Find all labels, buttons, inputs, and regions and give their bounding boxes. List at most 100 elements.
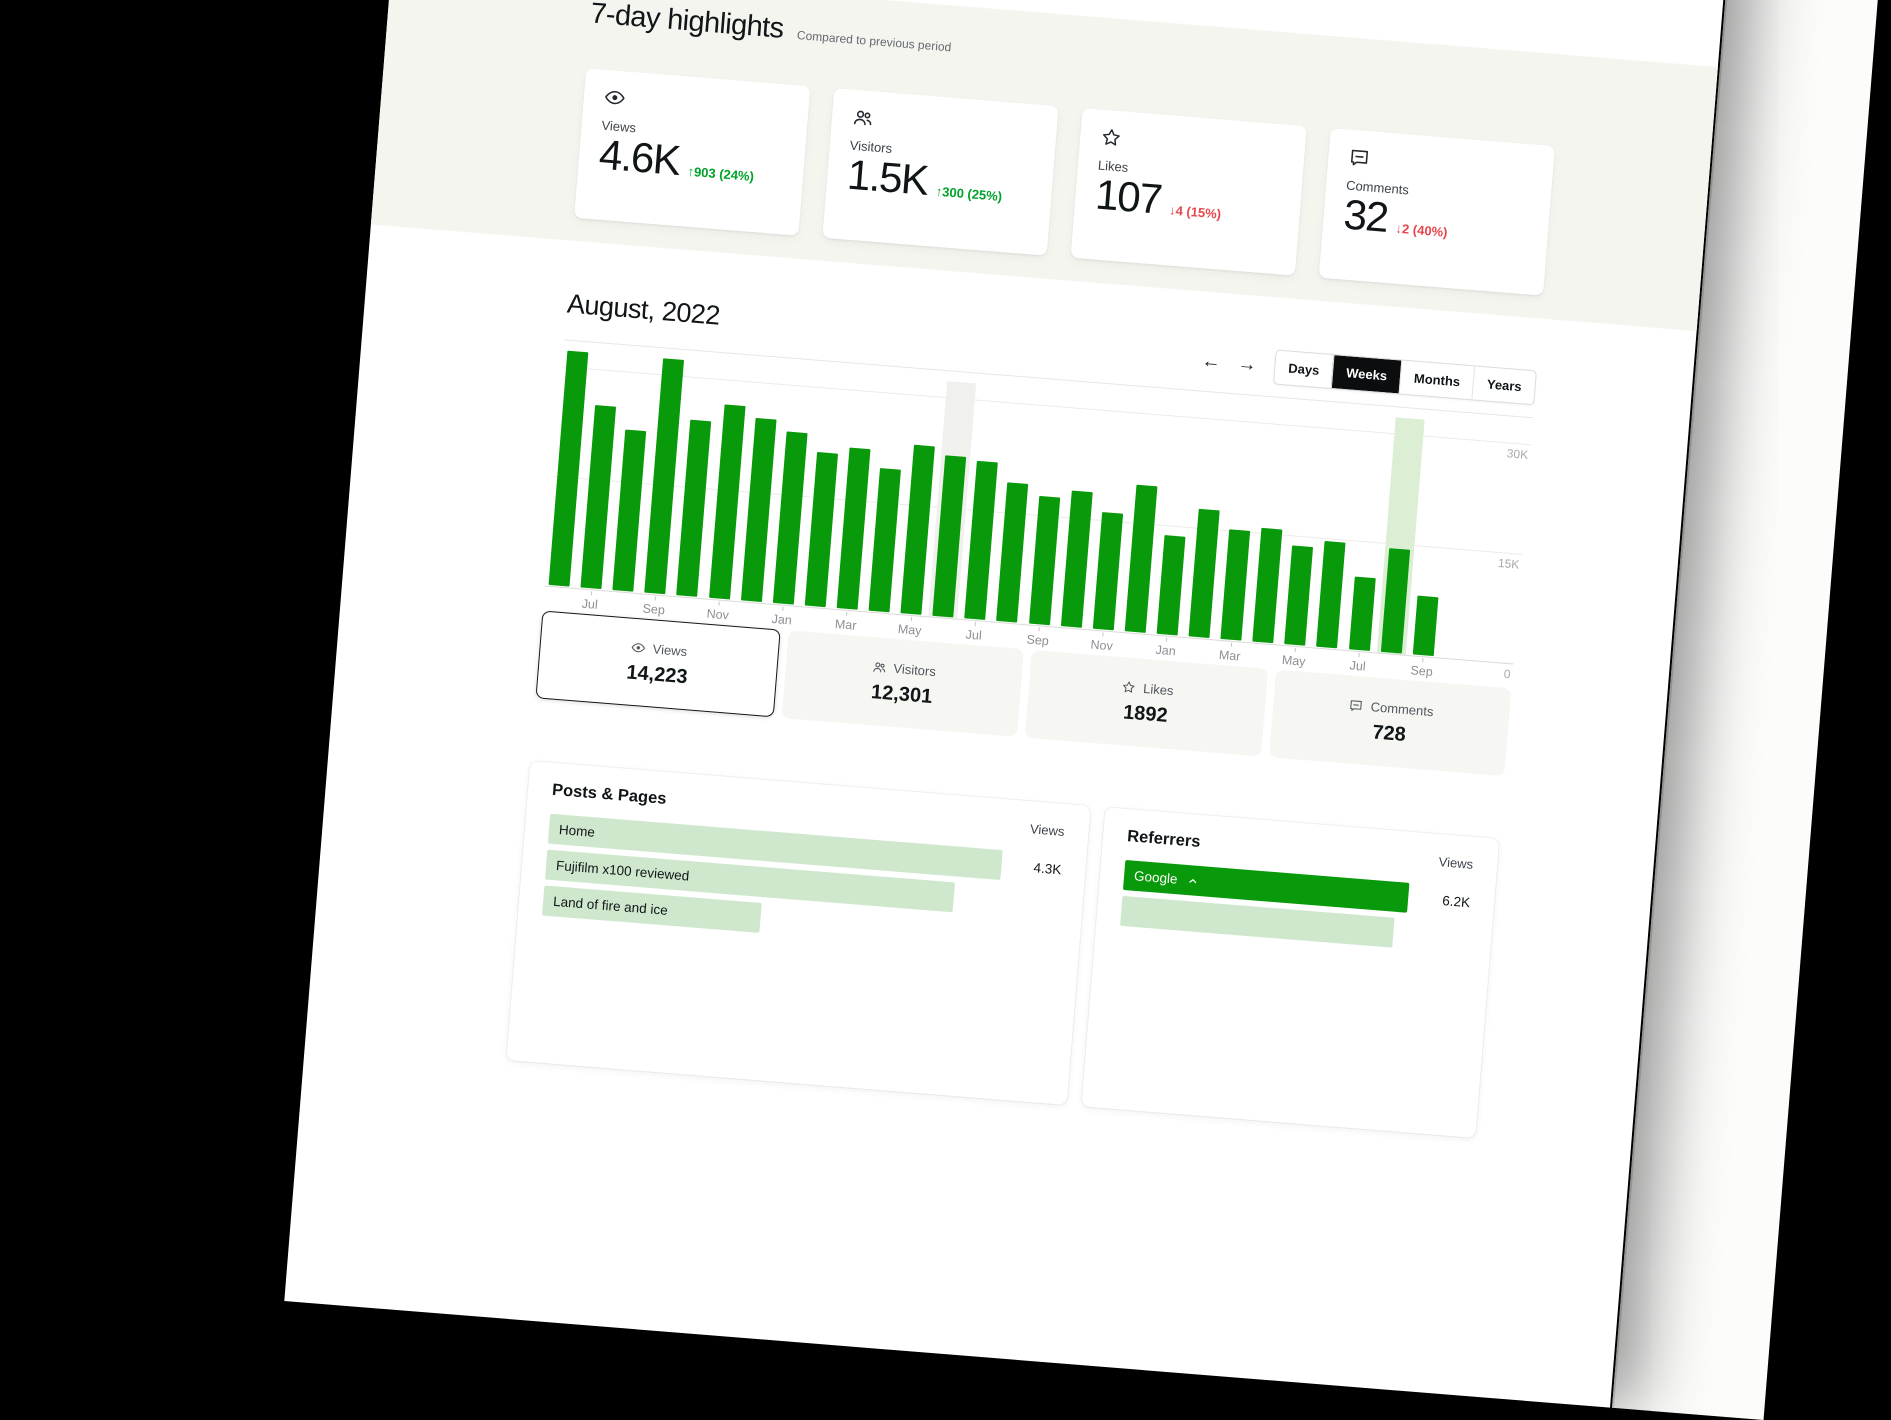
people-icon (871, 659, 887, 675)
chart-bar-14[interactable] (996, 482, 1029, 623)
summary-tab-value: 14,223 (625, 660, 689, 688)
highlights-title: 7-day highlights (589, 0, 785, 45)
chart-bar-16[interactable] (1060, 490, 1093, 628)
x-axis-label: Sep (1026, 632, 1050, 649)
chart-bar-3[interactable] (644, 358, 685, 595)
x-axis-label: Sep (1409, 663, 1434, 680)
card-value: 32 (1341, 190, 1390, 241)
card-delta: ↑300 (25%) (935, 183, 1003, 204)
dashboard-content: 7-day highlights Compared to previous pe… (497, 0, 1570, 1256)
highlight-card-comments: Comments 32 ↓2 (40%) (1318, 128, 1555, 296)
summary-tab-comments[interactable]: Comments 728 (1268, 669, 1512, 777)
chart-bar-0[interactable] (548, 350, 589, 587)
interval-tab-weeks[interactable]: Weeks (1330, 355, 1402, 394)
highlight-card-visitors: Visitors 1.5K ↑300 (25%) (822, 88, 1059, 256)
referrers-title: Referrers (1126, 827, 1202, 851)
x-axis-tick (1102, 632, 1104, 637)
next-period-arrow-icon[interactable]: → (1236, 352, 1258, 376)
x-axis-label: Jul (965, 627, 983, 643)
summary-tab-value: 1892 (1122, 700, 1169, 727)
summary-tab-label: Comments (1370, 698, 1435, 719)
star-icon (1121, 679, 1137, 695)
summary-tab-value: 12,301 (870, 680, 934, 708)
interval-tab-days[interactable]: Days (1287, 360, 1320, 378)
referrers-rows: Google 6.2K (1120, 860, 1471, 954)
chart-bar-7[interactable] (772, 431, 808, 605)
chart-bar-6[interactable] (740, 417, 777, 602)
x-axis-tick (910, 617, 912, 622)
x-axis-label: Jan (1155, 642, 1177, 659)
chart-controls: ← → Days Weeks Months Years (1200, 344, 1537, 406)
y-tick-15k: 15K (1497, 555, 1520, 572)
chart-bar-5[interactable] (708, 404, 746, 600)
row-views-value: 4.3K (1033, 860, 1062, 878)
x-axis-tick (654, 596, 656, 601)
chart-bar-27[interactable] (1412, 595, 1439, 657)
summary-tab-views[interactable]: Views 14,223 (535, 610, 781, 718)
card-value: 4.6K (597, 130, 682, 184)
chart-bar-9[interactable] (836, 447, 871, 610)
x-axis-tick (590, 591, 592, 596)
interval-toggle: Days Weeks Months Years (1273, 349, 1537, 406)
chart-bar-13[interactable] (964, 460, 999, 621)
chart-bar-1[interactable] (580, 405, 617, 590)
x-axis-tick (1166, 637, 1168, 642)
star-icon (1099, 126, 1123, 150)
chart-bar-2[interactable] (612, 429, 647, 592)
interval-tab-months[interactable]: Months (1398, 360, 1475, 400)
x-axis-label: May (1281, 652, 1307, 669)
summary-tab-likes[interactable]: Likes 1892 (1024, 649, 1268, 757)
x-axis-tick (1422, 658, 1424, 663)
period-nav: ← → (1201, 350, 1258, 376)
x-axis-label: May (897, 622, 923, 638)
chart-bar-24[interactable] (1316, 540, 1346, 649)
card-delta: ↓2 (40%) (1395, 220, 1449, 240)
chevron-up-icon[interactable] (1185, 873, 1200, 888)
x-axis-tick (782, 606, 784, 611)
period-title: August, 2022 (565, 288, 722, 331)
highlight-card-views: Views 4.6K ↑903 (24%) (574, 68, 811, 236)
prev-period-arrow-icon[interactable]: ← (1200, 350, 1222, 373)
x-axis-label: Jul (1349, 658, 1367, 674)
chart-bar-19[interactable] (1156, 535, 1186, 636)
card-delta: ↑903 (24%) (687, 163, 755, 184)
x-axis-label: Nov (706, 606, 730, 623)
chart-bar-22[interactable] (1252, 527, 1283, 644)
posts-pages-title: Posts & Pages (551, 780, 668, 808)
y-tick-30k: 30K (1506, 446, 1529, 462)
x-axis-label: Mar (834, 616, 858, 633)
chart-bar-18[interactable] (1124, 484, 1158, 633)
card-delta: ↓4 (15%) (1168, 202, 1222, 222)
chart-bar-4[interactable] (676, 419, 712, 597)
people-icon (851, 106, 875, 130)
x-axis-tick (1358, 653, 1360, 658)
posts-views-column-header: Views (1029, 821, 1066, 840)
chart-bar-21[interactable] (1220, 529, 1251, 641)
summary-tab-value: 728 (1371, 720, 1407, 746)
highlight-card-likes: Likes 107 ↓4 (15%) (1070, 108, 1307, 276)
y-tick-0: 0 (1503, 666, 1512, 682)
metric-summary-tabs: Views 14,223 Visitors 12,301 Likes 1892 Commen… (535, 610, 1512, 777)
chart-bar-25[interactable] (1348, 576, 1376, 651)
comment-icon (1348, 146, 1372, 170)
x-axis-label: Jul (581, 596, 599, 612)
chart-bar-23[interactable] (1284, 545, 1314, 646)
card-value: 1.5K (845, 150, 930, 204)
x-axis-tick (718, 601, 720, 606)
chart-bar-10[interactable] (868, 468, 901, 613)
x-axis-label: Jan (771, 611, 793, 628)
eye-icon (603, 86, 627, 110)
x-axis-label: Nov (1090, 637, 1114, 654)
referrers-views-column-header: Views (1438, 854, 1474, 872)
posts-pages-card: Posts & Pages Views Home 4.3K Fujifilm x10… (506, 760, 1091, 1106)
row-label: Google (1134, 868, 1201, 888)
highlight-cards-row: Views 4.6K ↑903 (24%) Visitors 1.5K ↑300 (25%… (574, 68, 1555, 296)
dashboard-page: 7-day highlights Compared to previous pe… (284, 0, 1742, 1408)
referrer-row-google[interactable]: Google 6.2K (1122, 860, 1471, 918)
summary-tab-visitors[interactable]: Visitors 12,301 (781, 630, 1024, 737)
chart-bar-17[interactable] (1092, 512, 1123, 631)
chart-bar-8[interactable] (804, 451, 838, 608)
x-axis-label: Sep (642, 601, 666, 618)
interval-tab-years[interactable]: Years (1471, 366, 1536, 405)
x-axis-tick (974, 622, 976, 627)
